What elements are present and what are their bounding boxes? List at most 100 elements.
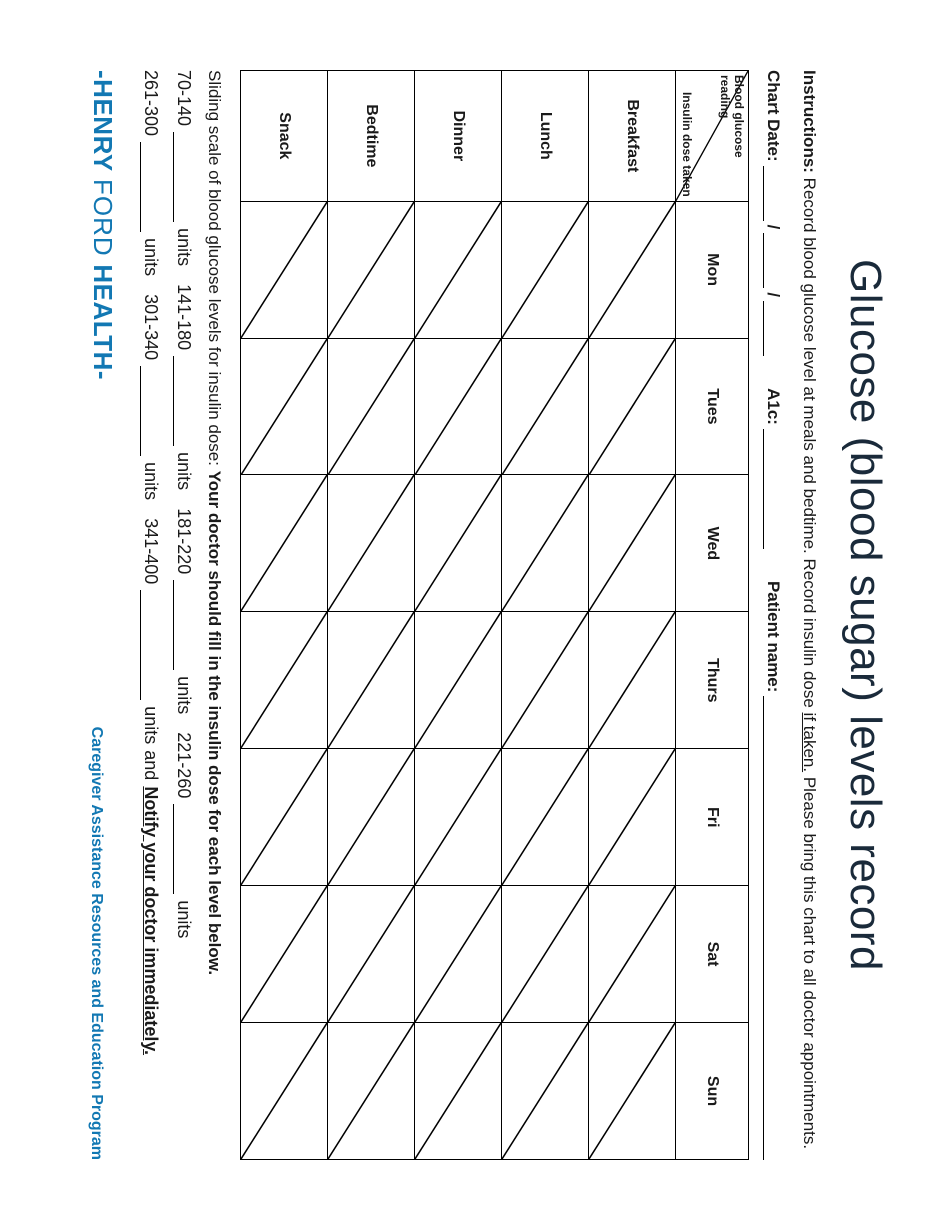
glucose-cell[interactable] [502,612,589,749]
patient-name-blank[interactable] [763,696,782,1160]
scale-units-blank[interactable] [173,356,193,446]
glucose-cell[interactable] [502,886,589,1023]
notify-doctor-text: Notify your doctor immediately. [140,786,161,1055]
footer: -HENRY FORD HEALTH- Caregiver Assistance… [87,70,118,1160]
cell-diagonal [241,1023,327,1159]
scale-units-blank[interactable] [140,366,160,456]
sliding-intro-bold: Your doctor should fill in the insulin d… [205,471,224,975]
cell-diagonal [589,1023,675,1159]
cell-diagonal [328,475,414,611]
scale-range: 141-180 [173,284,194,350]
cell-diagonal [415,475,501,611]
sliding-scale-item: 141-180units [173,284,194,490]
cell-diagonal [589,202,675,338]
glucose-cell[interactable] [589,338,676,475]
scale-units-blank[interactable] [173,804,193,894]
glucose-cell[interactable] [415,749,502,886]
glucose-cell[interactable] [328,338,415,475]
glucose-cell[interactable] [589,475,676,612]
page-title: Glucose (blood sugar) levels record [840,70,890,1160]
scale-range: 341-400 [140,518,161,584]
glucose-cell[interactable] [502,475,589,612]
chart-date-year-blank[interactable] [763,301,782,356]
scale-range: 70-140 [173,70,194,126]
logo-dash-icon: - [88,371,118,380]
glucose-cell[interactable] [502,1023,589,1160]
glucose-cell[interactable] [328,886,415,1023]
scale-range: 261-300 [140,70,161,136]
glucose-cell[interactable] [589,886,676,1023]
glucose-cell[interactable] [415,201,502,338]
chart-date-month-blank[interactable] [763,166,782,221]
units-label: units [173,900,194,938]
scale-units-blank[interactable] [173,580,193,670]
glucose-cell[interactable] [328,201,415,338]
glucose-cell[interactable] [589,201,676,338]
cell-diagonal [415,1023,501,1159]
glucose-cell[interactable] [415,612,502,749]
cell-diagonal [241,339,327,475]
instructions-line: Instructions: Record blood glucose level… [797,70,820,1160]
cell-diagonal [502,749,588,885]
glucose-cell[interactable] [241,749,328,886]
scale-units-blank[interactable] [140,590,160,700]
glucose-cell[interactable] [589,1023,676,1160]
glucose-cell[interactable] [328,1023,415,1160]
glucose-cell[interactable] [241,612,328,749]
glucose-cell[interactable] [328,749,415,886]
cell-diagonal [415,339,501,475]
glucose-cell[interactable] [241,886,328,1023]
glucose-cell[interactable] [415,1023,502,1160]
cell-diagonal [241,202,327,338]
glucose-cell[interactable] [502,201,589,338]
glucose-cell[interactable] [415,338,502,475]
table-body: BreakfastLunchDinnerBedtimeSnack [241,71,676,1160]
a1c-blank[interactable] [763,429,782,549]
scale-units-blank[interactable] [173,132,193,222]
cell-diagonal [502,339,588,475]
glucose-cell[interactable] [241,338,328,475]
glucose-cell[interactable] [415,886,502,1023]
program-name: Caregiver Assistance Resources and Educa… [87,727,105,1160]
corner-bottom-label: Insulin dose taken [679,92,693,197]
glucose-cell[interactable] [502,338,589,475]
sliding-scale-item: 341-400 units and Notify your doctor imme… [140,518,161,1055]
day-header: Sat [676,886,749,1023]
day-header: Fri [676,749,749,886]
glucose-cell[interactable] [589,749,676,886]
glucose-cell[interactable] [328,612,415,749]
chart-date-day-blank[interactable] [763,233,782,288]
glucose-cell[interactable] [241,475,328,612]
cell-diagonal [589,612,675,748]
cell-diagonal [328,886,414,1022]
logo-word-2: FORD [88,179,118,257]
cell-diagonal [589,886,675,1022]
cell-diagonal [502,1023,588,1159]
sliding-scale-item: 301-340units [140,294,161,500]
cell-diagonal [415,749,501,885]
and-word: and [140,750,161,780]
sliding-intro-plain: Sliding scale of blood glucose levels fo… [205,70,224,471]
glucose-cell[interactable] [415,475,502,612]
glucose-cell[interactable] [241,201,328,338]
sliding-scale-item: 261-300units [140,70,161,276]
units-label: units [140,706,161,744]
glucose-cell[interactable] [589,612,676,749]
table-row: Bedtime [328,71,415,1160]
table-row: Breakfast [589,71,676,1160]
glucose-cell[interactable] [502,749,589,886]
day-header: Tues [676,338,749,475]
cell-diagonal [241,749,327,885]
cell-diagonal [415,886,501,1022]
logo-word-1: HENRY [88,79,118,171]
scale-units-blank[interactable] [140,142,160,232]
scale-range: 221-260 [173,732,194,798]
cell-diagonal [328,1023,414,1159]
date-slash-1: / [763,225,783,230]
glucose-cell[interactable] [241,1023,328,1160]
scale-range: 301-340 [140,294,161,360]
day-header: Wed [676,475,749,612]
cell-diagonal [502,202,588,338]
units-label: units [173,228,194,266]
glucose-cell[interactable] [328,475,415,612]
